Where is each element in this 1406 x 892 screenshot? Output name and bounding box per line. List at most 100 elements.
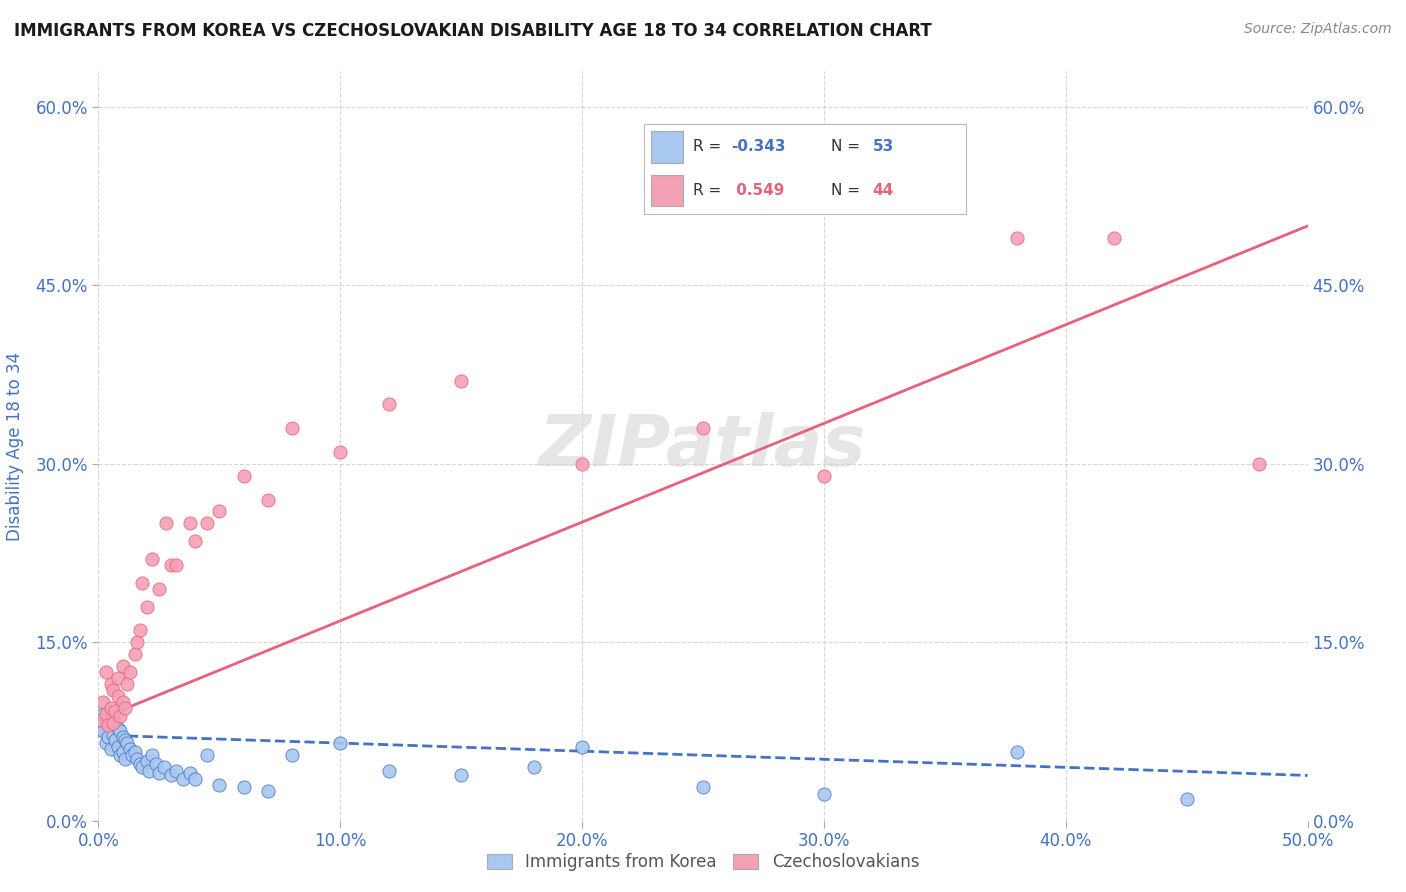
Text: IMMIGRANTS FROM KOREA VS CZECHOSLOVAKIAN DISABILITY AGE 18 TO 34 CORRELATION CHA: IMMIGRANTS FROM KOREA VS CZECHOSLOVAKIAN… bbox=[14, 22, 932, 40]
Point bbox=[90, 713, 112, 727]
Point bbox=[1102, 231, 1125, 245]
Point bbox=[135, 754, 157, 768]
Point bbox=[90, 718, 112, 732]
Point bbox=[97, 704, 120, 718]
Point bbox=[145, 756, 167, 771]
Point bbox=[128, 624, 150, 638]
Point bbox=[692, 421, 714, 435]
Point bbox=[179, 516, 201, 531]
Point bbox=[100, 677, 122, 691]
Point bbox=[165, 558, 187, 572]
Point bbox=[111, 695, 134, 709]
Point bbox=[256, 784, 278, 798]
Point bbox=[141, 552, 163, 566]
Point bbox=[329, 445, 352, 459]
Point bbox=[813, 788, 835, 802]
Text: N =: N = bbox=[831, 183, 865, 198]
Point bbox=[184, 772, 207, 786]
Point bbox=[208, 504, 231, 518]
Point bbox=[111, 659, 134, 673]
Point bbox=[148, 766, 170, 780]
Point bbox=[1007, 231, 1029, 245]
Point bbox=[101, 716, 124, 731]
Point bbox=[256, 492, 278, 507]
Point bbox=[165, 764, 187, 778]
Point bbox=[152, 760, 174, 774]
Point bbox=[101, 728, 124, 742]
Point bbox=[195, 516, 218, 531]
Point bbox=[450, 768, 472, 782]
Point bbox=[111, 745, 134, 759]
Point bbox=[155, 516, 177, 531]
FancyBboxPatch shape bbox=[651, 175, 683, 206]
Point bbox=[127, 635, 149, 649]
Point bbox=[91, 706, 114, 721]
Point bbox=[101, 713, 124, 727]
Point bbox=[179, 766, 201, 780]
Point bbox=[124, 745, 146, 759]
Text: -0.343: -0.343 bbox=[731, 139, 786, 154]
Point bbox=[104, 704, 127, 718]
Point bbox=[107, 671, 129, 685]
Point bbox=[108, 709, 131, 723]
Point bbox=[114, 700, 136, 714]
Point bbox=[100, 742, 122, 756]
Point bbox=[94, 706, 117, 721]
FancyBboxPatch shape bbox=[651, 131, 683, 162]
Point bbox=[91, 695, 114, 709]
Point bbox=[377, 397, 399, 411]
Point bbox=[160, 768, 183, 782]
Point bbox=[100, 700, 122, 714]
Point bbox=[1249, 457, 1271, 471]
Text: N =: N = bbox=[831, 139, 865, 154]
Point bbox=[571, 457, 593, 471]
Point bbox=[97, 731, 120, 745]
Point bbox=[114, 752, 136, 766]
Point bbox=[813, 468, 835, 483]
Point bbox=[329, 736, 352, 750]
Point bbox=[1175, 792, 1198, 806]
Text: 44: 44 bbox=[873, 183, 894, 198]
Point bbox=[377, 764, 399, 778]
Legend: Immigrants from Korea, Czechoslovakians: Immigrants from Korea, Czechoslovakians bbox=[478, 845, 928, 880]
Point bbox=[108, 748, 131, 763]
Point bbox=[195, 748, 218, 763]
Point bbox=[97, 718, 120, 732]
Text: Source: ZipAtlas.com: Source: ZipAtlas.com bbox=[1244, 22, 1392, 37]
Point bbox=[208, 778, 231, 792]
Point bbox=[523, 760, 546, 774]
Point bbox=[117, 677, 139, 691]
Point bbox=[100, 709, 122, 723]
Point bbox=[114, 732, 136, 747]
Point bbox=[94, 665, 117, 679]
Point bbox=[107, 689, 129, 703]
Text: R =: R = bbox=[693, 139, 725, 154]
Point bbox=[107, 721, 129, 735]
Point bbox=[104, 716, 127, 731]
Point bbox=[281, 421, 304, 435]
Point bbox=[117, 736, 139, 750]
Point bbox=[131, 760, 153, 774]
Point bbox=[450, 374, 472, 388]
Text: R =: R = bbox=[693, 183, 725, 198]
Point bbox=[571, 739, 593, 754]
Point bbox=[131, 575, 153, 590]
Point bbox=[118, 742, 141, 756]
Point bbox=[128, 756, 150, 771]
Point bbox=[1007, 745, 1029, 759]
Text: ZIPatlas: ZIPatlas bbox=[540, 411, 866, 481]
Point bbox=[118, 665, 141, 679]
Point bbox=[104, 732, 127, 747]
Point bbox=[135, 599, 157, 614]
Point bbox=[184, 534, 207, 549]
Point bbox=[94, 713, 117, 727]
Point bbox=[91, 724, 114, 739]
Point bbox=[148, 582, 170, 596]
Text: 0.549: 0.549 bbox=[731, 183, 785, 198]
Point bbox=[101, 682, 124, 697]
Point bbox=[107, 739, 129, 754]
Point bbox=[160, 558, 183, 572]
Point bbox=[127, 752, 149, 766]
Text: 53: 53 bbox=[873, 139, 894, 154]
Point bbox=[111, 731, 134, 745]
